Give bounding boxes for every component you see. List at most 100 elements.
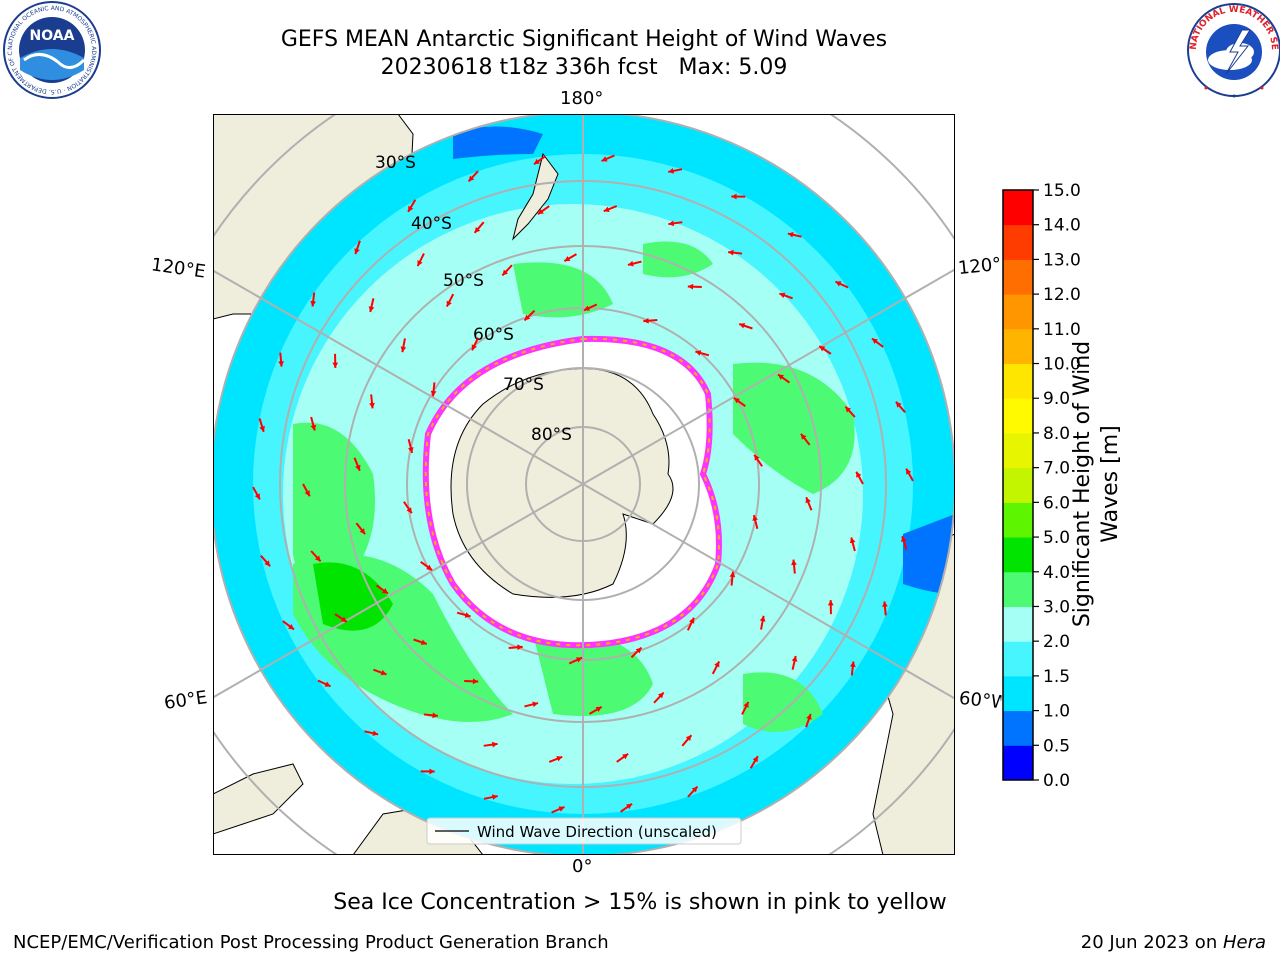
colorbar-tick-label: 4.0 [1043, 563, 1070, 583]
colorbar-swatch [1003, 259, 1033, 295]
colorbar-tick-label: 1.5 [1043, 667, 1070, 687]
lat-label-70: 70°S [503, 375, 544, 395]
wave-arrow-head [685, 735, 692, 742]
colorbar-tick-label: 8.0 [1043, 424, 1070, 444]
wave-arrow-head [324, 681, 331, 687]
wave-arrow-head [691, 786, 698, 793]
wave-arrow-head [380, 669, 387, 676]
sea-ice-caption: Sea Ice Concentration > 15% is shown in … [333, 890, 947, 915]
wave-arrow-head [406, 507, 412, 514]
wave-arrow-head [556, 756, 563, 762]
colorbar-tick-label: 2.0 [1043, 632, 1070, 652]
graticule [213, 114, 955, 855]
wave-arrow-head [754, 454, 760, 461]
wave-arrow-head [491, 741, 498, 748]
wave-arrow-head [752, 756, 758, 763]
wave-arrow-head [603, 206, 610, 212]
colorbar-swatch [1003, 363, 1033, 399]
wave-arrow-head [310, 424, 317, 431]
wave-arrow-head [372, 730, 379, 737]
wave-arrow-head [314, 555, 321, 562]
colorbar-tick-label: 6.0 [1043, 493, 1070, 513]
wave-arrow-head [819, 346, 826, 352]
lon-label-upper-left: 120°E [149, 254, 207, 283]
colorbar-swatch [1003, 294, 1033, 330]
colorbar-tick-label: 7.0 [1043, 459, 1070, 479]
wave-arrow-head [845, 406, 852, 413]
wave-arrow-head [800, 433, 807, 440]
wave-arrow-head [731, 193, 737, 200]
wave-arrow-head [627, 260, 634, 267]
wave-arrow-head [595, 706, 602, 712]
colorbar-swatch [1003, 502, 1033, 538]
colorbar-tick-label: 5.0 [1043, 528, 1070, 548]
wave-arrow-head [446, 300, 452, 307]
wave-arrow-head [368, 306, 375, 312]
wave-arrow-head [426, 564, 433, 571]
wind-wave-arrows [252, 154, 914, 814]
colorbar-tick-label: 0.0 [1043, 771, 1070, 791]
noaa-logo: NATIONAL OCEANIC AND ATMOSPHERIC ADMINIS… [0, 0, 101, 99]
colorbar-swatch [1003, 606, 1033, 642]
wave-arrow-head [408, 447, 414, 453]
lon-label-bottom: 0° [572, 856, 593, 877]
colorbar-tick-label: 11.0 [1043, 320, 1081, 340]
colorbar-swatch [1003, 571, 1033, 607]
wave-arrow-head [752, 515, 758, 521]
footer-date-text: 20 Jun 2023 on [1080, 932, 1223, 953]
wave-arrow-head [787, 231, 794, 238]
map-legend: Wind Wave Direction (unscaled) [426, 817, 742, 845]
wave-arrow-head [635, 647, 642, 654]
colorbar-swatch [1003, 675, 1033, 712]
wave-arrow-head [626, 803, 633, 810]
wave-arrow-head [517, 644, 523, 651]
wave-arrow-head [359, 528, 366, 535]
wave-arrow-head [417, 260, 423, 267]
colorbar-title-line-1: Significant Height of Wind [1070, 340, 1095, 628]
wave-arrow-head [468, 175, 475, 182]
colorbar-swatch [1003, 467, 1033, 503]
colorbar-tick-label: 13.0 [1043, 250, 1081, 270]
wave-arrow-head [558, 806, 565, 812]
wave-arrow-head [871, 338, 878, 345]
wave-arrow-head [583, 305, 590, 311]
wave-arrow-head [259, 425, 265, 432]
wave-arrow-head [492, 794, 498, 800]
wave-arrow-head [791, 656, 798, 662]
colorbar-swatch [1003, 537, 1033, 573]
wave-arrow-head [288, 623, 295, 630]
wave-arrow-head [355, 464, 361, 471]
wave-arrow-head [743, 701, 749, 708]
colorbar-frame [1002, 189, 1034, 781]
colorbar-tick-label: 10.0 [1043, 355, 1081, 375]
wave-arrow-head [382, 588, 389, 594]
wave-arrow-head [533, 158, 540, 165]
footer-host: Hera [1222, 932, 1266, 953]
wave-arrow-head [849, 661, 856, 668]
wave-arrow-head [687, 283, 694, 290]
wave-arrow-head [689, 617, 695, 624]
wave-arrow-head [668, 168, 674, 174]
wave-arrow-head [805, 497, 811, 504]
wave-arrow-head [791, 559, 797, 566]
colorbar-title-line-2: Waves [m] [1098, 425, 1123, 543]
wave-arrow-head [264, 560, 271, 567]
lon-label-top: 180° [560, 88, 604, 109]
wave-arrow-head [400, 346, 407, 353]
wave-arrow-head [806, 713, 812, 720]
colorbar-swatch [1003, 328, 1033, 365]
wave-arrow-head [537, 208, 544, 215]
wave-arrow-head [643, 317, 649, 324]
wave-arrow-head [532, 701, 539, 708]
wave-arrow-head [304, 490, 310, 497]
title-line-1: GEFS MEAN Antarctic Significant Height o… [280, 27, 888, 52]
colorbar-tick-label: 0.5 [1043, 736, 1070, 756]
wave-arrow-head [695, 350, 702, 356]
colorbar-tick-label: 9.0 [1043, 389, 1070, 409]
colorbar: 0.0 0.5 1.0 1.5 2.0 3.0 4.0 5.0 6.0 7.0 8.0 9.0 10.0… [1002, 181, 1081, 791]
colorbar-swatch [1003, 398, 1033, 434]
wave-arrow-head [601, 156, 608, 162]
chart-title: GEFS MEAN Antarctic Significant Height o… [0, 26, 1168, 82]
colorbar-swatch [1003, 641, 1033, 677]
footer-date: 20 Jun 2023 on Hera [1081, 932, 1266, 953]
